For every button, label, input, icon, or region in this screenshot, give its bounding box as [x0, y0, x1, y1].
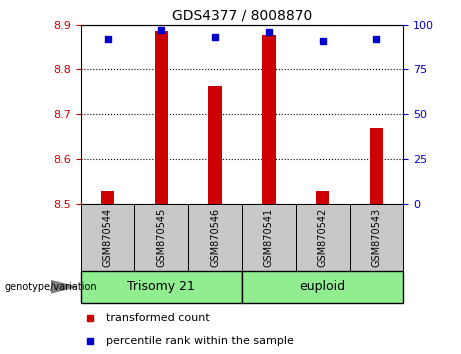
Bar	[81, 204, 135, 271]
Bar	[242, 204, 296, 271]
Text: percentile rank within the sample: percentile rank within the sample	[106, 336, 295, 346]
Text: euploid: euploid	[300, 280, 346, 293]
Bar	[242, 271, 403, 303]
Bar	[135, 204, 188, 271]
Text: Trisomy 21: Trisomy 21	[127, 280, 195, 293]
Text: GSM870542: GSM870542	[318, 207, 328, 267]
Text: GSM870543: GSM870543	[372, 207, 382, 267]
Text: GSM870544: GSM870544	[102, 207, 112, 267]
Text: GSM870546: GSM870546	[210, 207, 220, 267]
Text: transformed count: transformed count	[106, 313, 210, 323]
Bar	[370, 129, 383, 204]
Bar	[262, 35, 276, 204]
Bar	[81, 271, 242, 303]
Bar	[316, 192, 330, 204]
Text: GSM870545: GSM870545	[156, 207, 166, 267]
Polygon shape	[51, 280, 76, 293]
Bar	[208, 86, 222, 204]
Bar	[296, 204, 349, 271]
Title: GDS4377 / 8008870: GDS4377 / 8008870	[172, 8, 312, 22]
Bar	[154, 32, 168, 204]
Bar	[349, 204, 403, 271]
Bar	[188, 204, 242, 271]
Text: genotype/variation: genotype/variation	[5, 282, 97, 292]
Text: GSM870541: GSM870541	[264, 207, 274, 267]
Bar	[101, 192, 114, 204]
